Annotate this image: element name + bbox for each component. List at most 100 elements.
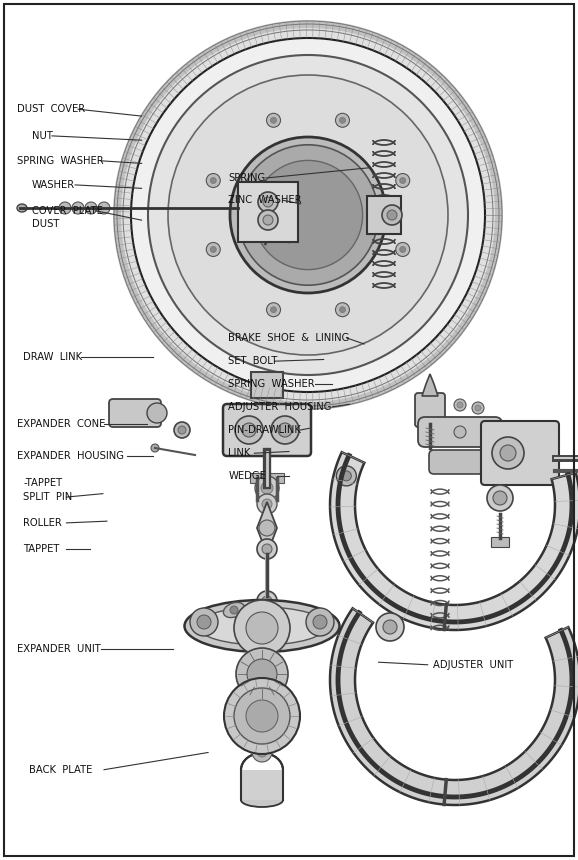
Circle shape bbox=[131, 38, 485, 392]
Circle shape bbox=[271, 307, 276, 313]
Circle shape bbox=[253, 161, 362, 269]
Text: BRAKE  SHOE  &  LINING: BRAKE SHOE & LINING bbox=[228, 333, 350, 343]
FancyBboxPatch shape bbox=[270, 473, 284, 483]
Ellipse shape bbox=[17, 204, 27, 212]
Circle shape bbox=[262, 499, 272, 509]
FancyBboxPatch shape bbox=[481, 421, 559, 485]
Circle shape bbox=[263, 215, 273, 225]
FancyBboxPatch shape bbox=[418, 417, 502, 447]
Circle shape bbox=[278, 423, 292, 437]
Ellipse shape bbox=[197, 607, 327, 645]
Circle shape bbox=[174, 422, 190, 438]
Circle shape bbox=[148, 55, 468, 375]
Circle shape bbox=[261, 482, 273, 494]
Circle shape bbox=[475, 405, 481, 411]
Text: SPLIT  PIN: SPLIT PIN bbox=[23, 492, 72, 502]
Circle shape bbox=[400, 247, 406, 253]
Text: SET  BOLT: SET BOLT bbox=[228, 356, 277, 366]
Text: ZINC  WASHER: ZINC WASHER bbox=[228, 195, 302, 206]
FancyBboxPatch shape bbox=[251, 372, 283, 398]
Circle shape bbox=[258, 210, 278, 230]
Circle shape bbox=[257, 747, 267, 757]
Circle shape bbox=[262, 596, 272, 606]
Circle shape bbox=[257, 539, 277, 559]
Circle shape bbox=[206, 243, 220, 256]
Circle shape bbox=[382, 205, 402, 225]
FancyBboxPatch shape bbox=[250, 473, 264, 483]
Circle shape bbox=[339, 117, 346, 123]
Circle shape bbox=[235, 416, 263, 444]
Circle shape bbox=[454, 426, 466, 438]
Text: SPRING  WASHER: SPRING WASHER bbox=[17, 156, 104, 166]
Circle shape bbox=[121, 28, 495, 402]
Circle shape bbox=[238, 144, 378, 286]
Circle shape bbox=[247, 659, 277, 689]
FancyBboxPatch shape bbox=[429, 450, 495, 474]
Circle shape bbox=[151, 444, 159, 452]
Circle shape bbox=[472, 402, 484, 414]
Circle shape bbox=[258, 192, 278, 212]
Text: DRAW  LINK: DRAW LINK bbox=[23, 352, 82, 362]
Circle shape bbox=[85, 202, 97, 214]
FancyBboxPatch shape bbox=[238, 182, 298, 242]
Circle shape bbox=[335, 303, 350, 316]
Circle shape bbox=[59, 202, 71, 214]
Circle shape bbox=[396, 174, 410, 187]
Circle shape bbox=[210, 177, 216, 183]
Circle shape bbox=[178, 426, 186, 434]
Circle shape bbox=[271, 416, 299, 444]
Circle shape bbox=[457, 402, 463, 408]
Circle shape bbox=[257, 494, 277, 514]
Circle shape bbox=[383, 620, 397, 634]
Circle shape bbox=[492, 437, 524, 469]
Polygon shape bbox=[422, 374, 438, 396]
Circle shape bbox=[113, 20, 503, 410]
Circle shape bbox=[257, 591, 277, 611]
Circle shape bbox=[262, 544, 272, 554]
Text: TAPPET: TAPPET bbox=[23, 544, 60, 554]
Circle shape bbox=[387, 210, 397, 220]
Circle shape bbox=[72, 202, 84, 214]
Circle shape bbox=[313, 615, 327, 629]
Text: COVER  PLATE: COVER PLATE bbox=[32, 206, 103, 216]
Ellipse shape bbox=[184, 600, 339, 652]
Ellipse shape bbox=[241, 793, 283, 807]
Text: SPRING  WASHER: SPRING WASHER bbox=[228, 379, 315, 390]
Circle shape bbox=[206, 174, 220, 187]
Circle shape bbox=[242, 423, 256, 437]
Text: EXPANDER  CONE: EXPANDER CONE bbox=[17, 419, 106, 429]
Circle shape bbox=[234, 688, 290, 744]
Text: -TAPPET: -TAPPET bbox=[23, 478, 62, 488]
FancyBboxPatch shape bbox=[109, 399, 161, 427]
FancyBboxPatch shape bbox=[223, 404, 311, 456]
Circle shape bbox=[266, 114, 280, 127]
Circle shape bbox=[335, 114, 350, 127]
Circle shape bbox=[259, 520, 275, 536]
Text: NUT: NUT bbox=[32, 131, 53, 141]
Circle shape bbox=[246, 612, 278, 644]
Text: EXPANDER  HOUSING: EXPANDER HOUSING bbox=[17, 451, 124, 461]
Text: WEDGE: WEDGE bbox=[228, 471, 266, 482]
Circle shape bbox=[246, 700, 278, 732]
Circle shape bbox=[266, 303, 280, 316]
Text: ADJUSTER  UNIT: ADJUSTER UNIT bbox=[434, 660, 514, 670]
Circle shape bbox=[306, 608, 334, 636]
Circle shape bbox=[230, 137, 386, 293]
Circle shape bbox=[376, 613, 404, 641]
Polygon shape bbox=[330, 452, 578, 630]
Circle shape bbox=[500, 445, 516, 461]
Text: DUST: DUST bbox=[32, 218, 59, 229]
Circle shape bbox=[254, 716, 270, 732]
Circle shape bbox=[487, 485, 513, 511]
Text: WASHER: WASHER bbox=[32, 180, 75, 190]
Circle shape bbox=[190, 608, 218, 636]
Text: DUST  COVER: DUST COVER bbox=[17, 104, 86, 114]
Circle shape bbox=[197, 615, 211, 629]
FancyBboxPatch shape bbox=[415, 393, 445, 427]
Circle shape bbox=[339, 307, 346, 313]
Circle shape bbox=[263, 197, 273, 207]
Circle shape bbox=[255, 476, 279, 500]
Polygon shape bbox=[246, 710, 278, 738]
Polygon shape bbox=[241, 770, 283, 800]
Circle shape bbox=[168, 75, 448, 355]
